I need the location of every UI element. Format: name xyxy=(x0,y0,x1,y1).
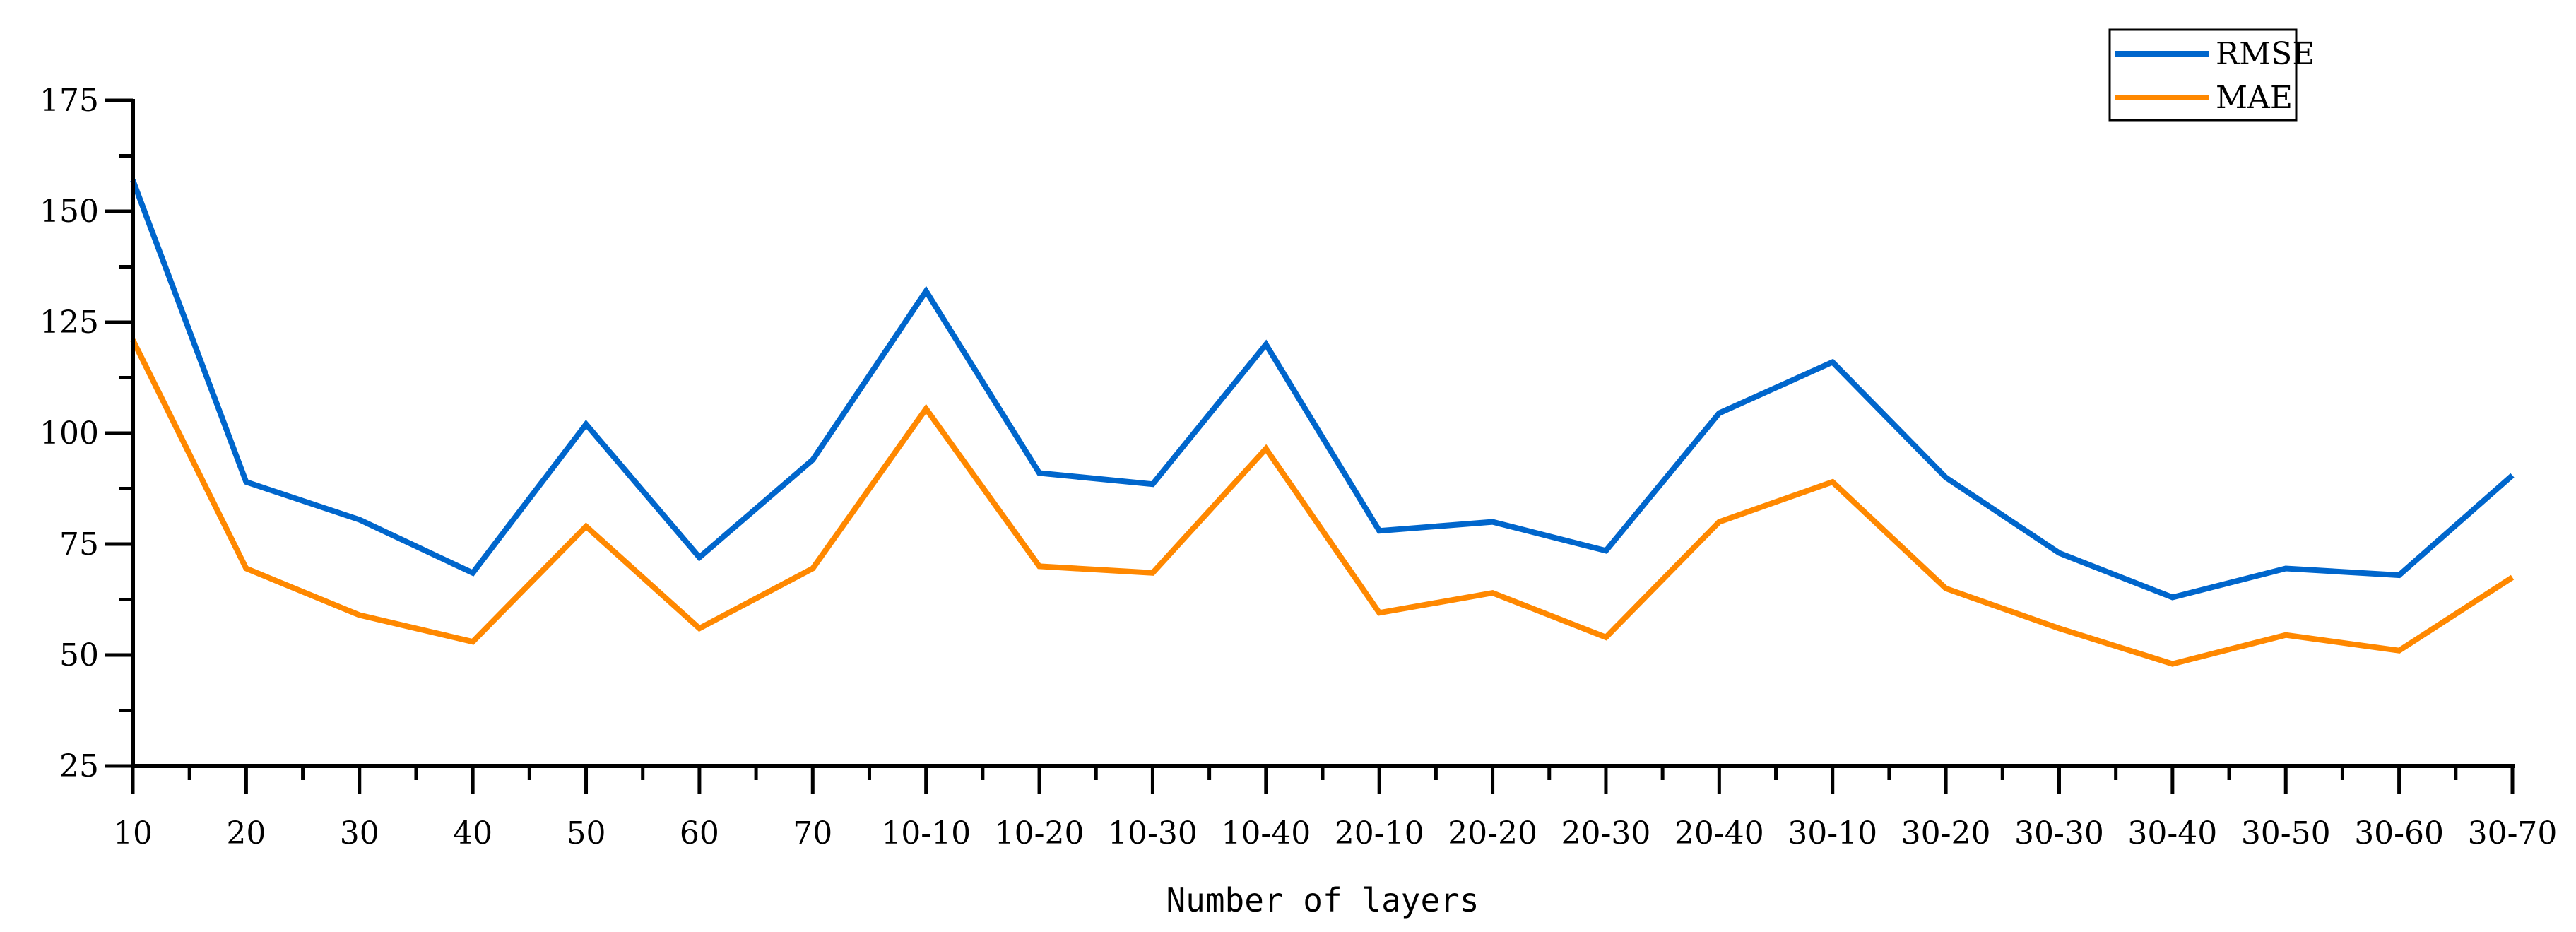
x-tick-label: 10-40 xyxy=(1221,815,1311,851)
x-tick-label: 30-60 xyxy=(2354,815,2444,851)
x-tick-label: 30-10 xyxy=(1788,815,1877,851)
x-tick-label: 10-30 xyxy=(1108,815,1198,851)
x-tick-label: 10-10 xyxy=(881,815,971,851)
y-axis: 25 50 75 100 125 150 175 xyxy=(40,83,135,784)
x-tick-label: 20 xyxy=(226,815,266,851)
series-points-rmse xyxy=(132,179,2513,598)
x-tick-label: 30-70 xyxy=(2468,815,2558,851)
plot-area xyxy=(130,179,2515,667)
y-tick-label: 125 xyxy=(40,305,99,341)
x-tick-label: 10-20 xyxy=(995,815,1085,851)
x-tick-label: 20-40 xyxy=(1674,815,1764,851)
legend-label-mae: MAE xyxy=(2216,80,2293,116)
x-tick-label: 30-50 xyxy=(2241,815,2331,851)
x-tick-label: 20-30 xyxy=(1561,815,1651,851)
y-tick-label: 100 xyxy=(40,415,99,452)
x-axis-title: Number of layers xyxy=(1166,881,1479,919)
x-tick-label: 30-30 xyxy=(2014,815,2104,851)
x-tick-label: 20-10 xyxy=(1335,815,1424,851)
x-tick-label: 30-40 xyxy=(2127,815,2217,851)
y-tick-label: 150 xyxy=(40,194,99,230)
x-tick-label: 20-20 xyxy=(1448,815,1537,851)
series-points-mae xyxy=(132,340,2513,664)
series-line-rmse xyxy=(130,179,2515,601)
x-tick-label: 30-20 xyxy=(1901,815,1991,851)
y-tick-label: 50 xyxy=(59,637,99,673)
y-tick-label: 175 xyxy=(40,83,99,119)
x-tick-label: 70 xyxy=(793,815,832,851)
x-tick-label: 30 xyxy=(340,815,379,851)
x-tick-label: 40 xyxy=(453,815,492,851)
x-tick-label: 10 xyxy=(113,815,153,851)
legend-label-rmse: RMSE xyxy=(2216,36,2315,72)
y-tick-label: 25 xyxy=(59,748,99,784)
legend: RMSE MAE xyxy=(2108,28,2315,122)
y-tick-label: 75 xyxy=(59,526,99,562)
x-tick-label: 50 xyxy=(567,815,606,851)
legend-box xyxy=(2108,28,2298,122)
x-tick-label: 60 xyxy=(680,815,719,851)
series-line-mae xyxy=(130,338,2515,667)
x-axis: 10 20 30 40 50 60 70 10-10 10-20 10-30 10-40 20-10 2… xyxy=(113,764,2558,851)
